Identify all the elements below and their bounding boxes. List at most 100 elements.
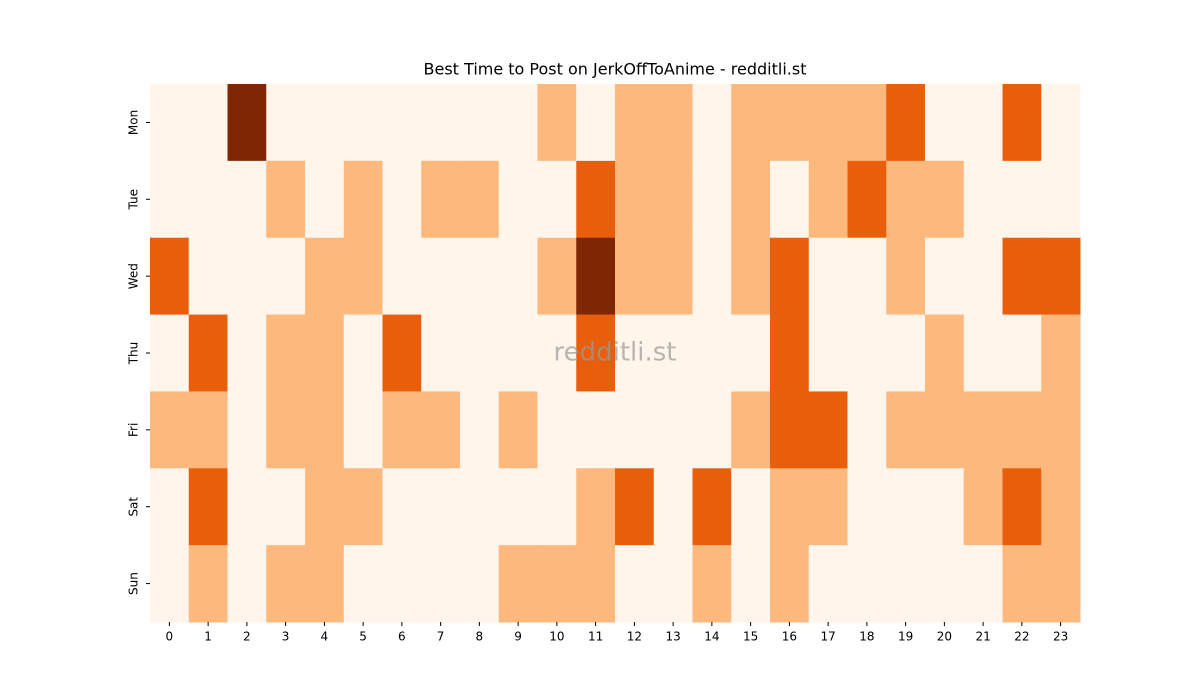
- heat-cell: [305, 84, 345, 162]
- heat-cell: [188, 160, 228, 239]
- y-tick-label: Thu: [127, 342, 141, 366]
- heat-cell: [808, 84, 848, 162]
- x-tick-label: 18: [859, 630, 874, 644]
- heat-cell: [808, 314, 848, 392]
- axes: 0 1 2 3 4 5 6 7 8 9 10 11 12 13 14 15 16 17 18 19 20 21 22 23Mo…: [127, 110, 1069, 644]
- heat-cell: [886, 468, 926, 546]
- heat-cell: [653, 468, 693, 546]
- heat-cell: [537, 237, 577, 316]
- heat-cell: [266, 84, 306, 162]
- x-tick-label: 7: [437, 630, 445, 644]
- heat-cell: [150, 314, 190, 392]
- heat-cell: [537, 160, 577, 239]
- y-tick-label: Mon: [127, 110, 141, 135]
- heat-cell: [847, 160, 887, 239]
- heat-cell: [731, 237, 771, 316]
- heat-cell: [808, 237, 848, 316]
- x-tick-label: 6: [398, 630, 406, 644]
- heat-cell: [576, 468, 616, 546]
- heat-cell: [343, 160, 383, 239]
- heat-cell: [1041, 314, 1081, 392]
- heat-cell: [305, 468, 345, 546]
- chart-title: Best Time to Post on JerkOffToAnime - re…: [424, 60, 807, 79]
- heat-cell: [653, 237, 693, 316]
- x-tick-label: 16: [782, 630, 797, 644]
- heat-cell: [692, 391, 732, 469]
- heat-cell: [576, 391, 616, 469]
- heat-cell: [343, 545, 383, 623]
- heat-cell: [460, 545, 500, 623]
- heat-cell: [770, 314, 810, 392]
- heat-cell: [731, 468, 771, 546]
- heat-cell: [1002, 391, 1042, 469]
- y-tick-label: Fri: [127, 423, 141, 437]
- heat-cell: [305, 545, 345, 623]
- x-tick-label: 15: [743, 630, 758, 644]
- heat-cell: [421, 314, 461, 392]
- heat-cell: [1002, 160, 1042, 239]
- heat-cell: [963, 391, 1003, 469]
- heat-cell: [498, 468, 538, 546]
- heat-cell: [460, 468, 500, 546]
- heat-cell: [886, 84, 926, 162]
- heat-cell: [305, 237, 345, 316]
- x-tick-label: 17: [820, 630, 835, 644]
- heat-cell: [692, 545, 732, 623]
- y-tick-label: Tue: [127, 189, 141, 211]
- x-tick-label: 11: [588, 630, 603, 644]
- x-tick-label: 3: [282, 630, 290, 644]
- heat-cell: [925, 84, 965, 162]
- heat-cell: [382, 468, 422, 546]
- heat-cell: [343, 237, 383, 316]
- heat-cell: [150, 237, 190, 316]
- heat-cell: [963, 545, 1003, 623]
- heat-cell: [537, 545, 577, 623]
- heat-cell: [847, 314, 887, 392]
- heat-cell: [150, 545, 190, 623]
- x-tick-label: 20: [937, 630, 952, 644]
- heat-cell: [808, 391, 848, 469]
- y-tick-label: Sat: [127, 497, 141, 517]
- heat-cell: [576, 237, 616, 316]
- heat-cell: [266, 468, 306, 546]
- heat-cell: [886, 545, 926, 623]
- heat-cell: [1041, 84, 1081, 162]
- x-tick-label: 19: [898, 630, 913, 644]
- heat-cell: [266, 391, 306, 469]
- heat-cell: [537, 84, 577, 162]
- heat-cell: [382, 391, 422, 469]
- heat-cell: [653, 314, 693, 392]
- heat-cell: [382, 84, 422, 162]
- heat-cell: [498, 545, 538, 623]
- heat-cell: [537, 391, 577, 469]
- heat-cell: [731, 545, 771, 623]
- heat-cell: [925, 468, 965, 546]
- heat-cell: [731, 84, 771, 162]
- heat-cell: [382, 314, 422, 392]
- heat-cell: [692, 160, 732, 239]
- heat-cell: [1041, 160, 1081, 239]
- heat-cell: [770, 468, 810, 546]
- heat-cell: [692, 314, 732, 392]
- heat-cell: [150, 391, 190, 469]
- heat-cell: [615, 314, 655, 392]
- x-tick-label: 10: [549, 630, 564, 644]
- heat-cell: [925, 160, 965, 239]
- heat-cell: [963, 160, 1003, 239]
- heat-cell: [808, 160, 848, 239]
- x-tick-label: 12: [627, 630, 642, 644]
- heat-cell: [227, 314, 267, 392]
- heat-cell: [460, 84, 500, 162]
- heat-cell: [188, 237, 228, 316]
- heat-cell: [188, 84, 228, 162]
- heat-cell: [188, 391, 228, 469]
- heat-cell: [692, 84, 732, 162]
- heat-cell: [886, 391, 926, 469]
- x-tick-label: 0: [166, 630, 174, 644]
- heat-cell: [1002, 545, 1042, 623]
- y-tick-label: Wed: [127, 263, 141, 289]
- heat-cell: [808, 468, 848, 546]
- x-tick-label: 13: [665, 630, 680, 644]
- heat-cell: [925, 237, 965, 316]
